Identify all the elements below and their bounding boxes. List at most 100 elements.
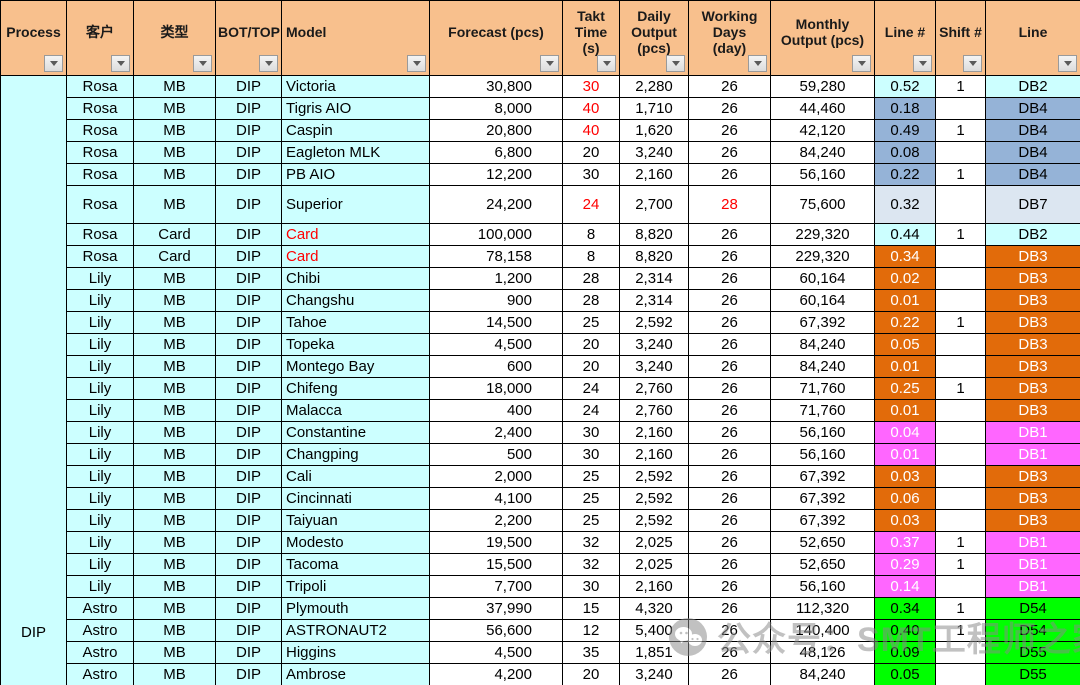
cell-line-count[interactable]: 0.01	[874, 355, 936, 378]
cell-line-count[interactable]: 0.40	[874, 619, 936, 642]
cell-shift-count[interactable]	[935, 663, 986, 685]
cell-daily-output[interactable]: 2,314	[619, 289, 689, 312]
cell-line[interactable]: D54	[985, 597, 1080, 620]
column-header-line-count[interactable]: Line #	[874, 0, 936, 76]
cell-daily-output[interactable]: 2,025	[619, 531, 689, 554]
cell-type[interactable]: MB	[133, 509, 216, 532]
cell-model[interactable]: Changping	[281, 443, 430, 466]
cell-forecast[interactable]: 8,000	[429, 97, 563, 120]
cell-type[interactable]: MB	[133, 443, 216, 466]
cell-model[interactable]: Tigris AIO	[281, 97, 430, 120]
cell-line-count[interactable]: 0.05	[874, 663, 936, 685]
cell-monthly-output[interactable]: 60,164	[770, 289, 875, 312]
cell-customer[interactable]: Rosa	[66, 223, 134, 246]
cell-takt-time[interactable]: 30	[562, 163, 620, 186]
cell-line[interactable]: DB7	[985, 185, 1080, 224]
cell-model[interactable]: PB AIO	[281, 163, 430, 186]
cell-model[interactable]: Malacca	[281, 399, 430, 422]
cell-monthly-output[interactable]: 67,392	[770, 509, 875, 532]
cell-working-days[interactable]: 26	[688, 421, 771, 444]
cell-line[interactable]: D55	[985, 663, 1080, 685]
cell-model[interactable]: Chibi	[281, 267, 430, 290]
cell-shift-count[interactable]	[935, 185, 986, 224]
cell-type[interactable]: MB	[133, 333, 216, 356]
cell-working-days[interactable]: 26	[688, 553, 771, 576]
cell-customer[interactable]: Lily	[66, 509, 134, 532]
cell-shift-count[interactable]	[935, 399, 986, 422]
cell-line[interactable]: DB1	[985, 531, 1080, 554]
column-header-forecast[interactable]: Forecast (pcs)	[429, 0, 563, 76]
cell-line[interactable]: DB1	[985, 443, 1080, 466]
cell-working-days[interactable]: 26	[688, 487, 771, 510]
cell-takt-time[interactable]: 24	[562, 185, 620, 224]
cell-takt-time[interactable]: 28	[562, 267, 620, 290]
cell-forecast[interactable]: 19,500	[429, 531, 563, 554]
cell-takt-time[interactable]: 8	[562, 245, 620, 268]
cell-type[interactable]: MB	[133, 311, 216, 334]
cell-monthly-output[interactable]: 56,160	[770, 163, 875, 186]
cell-model[interactable]: Cincinnati	[281, 487, 430, 510]
cell-customer[interactable]: Lily	[66, 355, 134, 378]
filter-dropdown-icon[interactable]	[963, 55, 982, 72]
cell-line-count[interactable]: 0.29	[874, 553, 936, 576]
cell-monthly-output[interactable]: 84,240	[770, 333, 875, 356]
cell-bottop[interactable]: DIP	[215, 509, 282, 532]
cell-type[interactable]: MB	[133, 267, 216, 290]
cell-forecast[interactable]: 2,000	[429, 465, 563, 488]
cell-shift-count[interactable]	[935, 97, 986, 120]
cell-customer[interactable]: Rosa	[66, 163, 134, 186]
cell-daily-output[interactable]: 2,314	[619, 267, 689, 290]
cell-takt-time[interactable]: 8	[562, 223, 620, 246]
cell-daily-output[interactable]: 2,160	[619, 575, 689, 598]
column-header-monthly-output[interactable]: Monthly Output (pcs)	[770, 0, 875, 76]
filter-dropdown-icon[interactable]	[913, 55, 932, 72]
cell-working-days[interactable]: 26	[688, 119, 771, 142]
cell-takt-time[interactable]: 20	[562, 141, 620, 164]
column-header-customer[interactable]: 客户	[66, 0, 134, 76]
cell-working-days[interactable]: 26	[688, 597, 771, 620]
cell-customer[interactable]: Lily	[66, 465, 134, 488]
cell-bottop[interactable]: DIP	[215, 119, 282, 142]
cell-model[interactable]: ASTRONAUT2	[281, 619, 430, 642]
cell-customer[interactable]: Lily	[66, 267, 134, 290]
cell-working-days[interactable]: 26	[688, 311, 771, 334]
cell-monthly-output[interactable]: 229,320	[770, 223, 875, 246]
cell-forecast[interactable]: 2,200	[429, 509, 563, 532]
cell-bottop[interactable]: DIP	[215, 223, 282, 246]
cell-daily-output[interactable]: 2,025	[619, 553, 689, 576]
cell-type[interactable]: Card	[133, 223, 216, 246]
cell-working-days[interactable]: 26	[688, 355, 771, 378]
cell-shift-count[interactable]	[935, 333, 986, 356]
cell-customer[interactable]: Lily	[66, 553, 134, 576]
cell-bottop[interactable]: DIP	[215, 185, 282, 224]
filter-dropdown-icon[interactable]	[259, 55, 278, 72]
cell-model[interactable]: Constantine	[281, 421, 430, 444]
cell-monthly-output[interactable]: 140,400	[770, 619, 875, 642]
cell-shift-count[interactable]: 1	[935, 553, 986, 576]
cell-line[interactable]: DB3	[985, 355, 1080, 378]
cell-daily-output[interactable]: 2,592	[619, 465, 689, 488]
filter-dropdown-icon[interactable]	[748, 55, 767, 72]
cell-shift-count[interactable]	[935, 289, 986, 312]
cell-model[interactable]: Tahoe	[281, 311, 430, 334]
cell-monthly-output[interactable]: 56,160	[770, 421, 875, 444]
cell-line-count[interactable]: 0.37	[874, 531, 936, 554]
cell-monthly-output[interactable]: 84,240	[770, 663, 875, 685]
cell-forecast[interactable]: 4,500	[429, 333, 563, 356]
cell-line[interactable]: DB1	[985, 575, 1080, 598]
cell-customer[interactable]: Lily	[66, 399, 134, 422]
cell-monthly-output[interactable]: 52,650	[770, 531, 875, 554]
cell-working-days[interactable]: 26	[688, 575, 771, 598]
cell-daily-output[interactable]: 3,240	[619, 333, 689, 356]
cell-monthly-output[interactable]: 52,650	[770, 553, 875, 576]
cell-monthly-output[interactable]: 84,240	[770, 141, 875, 164]
cell-line-count[interactable]: 0.02	[874, 267, 936, 290]
cell-forecast[interactable]: 4,100	[429, 487, 563, 510]
cell-shift-count[interactable]: 1	[935, 531, 986, 554]
filter-dropdown-icon[interactable]	[1058, 55, 1077, 72]
cell-working-days[interactable]: 26	[688, 97, 771, 120]
cell-forecast[interactable]: 100,000	[429, 223, 563, 246]
cell-working-days[interactable]: 26	[688, 399, 771, 422]
cell-monthly-output[interactable]: 44,460	[770, 97, 875, 120]
cell-daily-output[interactable]: 2,592	[619, 311, 689, 334]
